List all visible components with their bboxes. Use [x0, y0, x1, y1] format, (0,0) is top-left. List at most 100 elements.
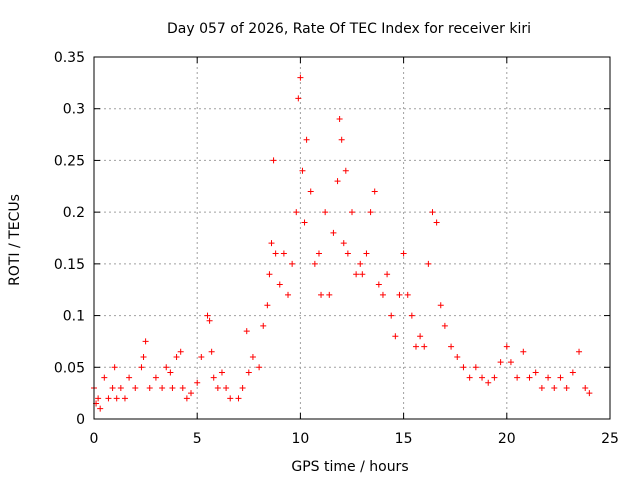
data-point — [441, 322, 448, 329]
data-point — [188, 390, 195, 397]
y-tick-label: 0.3 — [63, 102, 85, 118]
data-point — [266, 271, 273, 278]
y-tick-label: 0 — [76, 412, 85, 428]
data-points — [91, 74, 593, 412]
y-tick-label: 0.2 — [63, 205, 85, 221]
data-point — [330, 229, 337, 236]
data-point — [433, 219, 440, 226]
data-point — [198, 353, 205, 360]
data-point — [204, 312, 211, 319]
data-point — [245, 369, 252, 376]
data-point — [140, 353, 147, 360]
y-tick-label: 0.1 — [63, 309, 85, 325]
data-point — [179, 384, 186, 391]
x-tick-label: 0 — [90, 431, 99, 447]
data-point — [307, 188, 314, 195]
data-point — [412, 343, 419, 350]
y-tick-label: 0.15 — [54, 257, 85, 273]
data-point — [485, 379, 492, 386]
data-point — [142, 338, 149, 345]
data-point — [169, 384, 176, 391]
data-point — [507, 359, 514, 366]
data-point — [210, 374, 217, 381]
data-point — [285, 291, 292, 298]
data-point — [227, 395, 234, 402]
data-point — [297, 74, 304, 81]
data-point — [367, 209, 374, 216]
data-point — [408, 312, 415, 319]
data-point — [392, 333, 399, 340]
data-point — [163, 364, 170, 371]
data-point — [400, 250, 407, 257]
data-point — [260, 322, 267, 329]
data-point — [326, 291, 333, 298]
data-point — [371, 188, 378, 195]
data-point — [344, 250, 351, 257]
data-point — [243, 328, 250, 335]
x-tick-label: 25 — [601, 431, 619, 447]
data-point — [454, 353, 461, 360]
data-point — [421, 343, 428, 350]
data-point — [105, 395, 112, 402]
data-point — [491, 374, 498, 381]
data-point — [538, 384, 545, 391]
data-point — [466, 374, 473, 381]
data-point — [109, 384, 116, 391]
data-point — [379, 291, 386, 298]
data-point — [117, 384, 124, 391]
data-point — [357, 260, 364, 267]
data-point — [336, 116, 343, 123]
data-point — [218, 369, 225, 376]
data-point — [239, 384, 246, 391]
data-point — [311, 260, 318, 267]
data-point — [375, 281, 382, 288]
data-point — [437, 302, 444, 309]
data-point — [126, 374, 133, 381]
x-axis-label: GPS time / hours — [291, 459, 408, 475]
data-point — [429, 209, 436, 216]
data-point — [563, 384, 570, 391]
data-point — [342, 167, 349, 174]
data-point — [293, 209, 300, 216]
data-point — [359, 271, 366, 278]
data-point — [177, 348, 184, 355]
data-point — [448, 343, 455, 350]
data-point — [318, 291, 325, 298]
data-point — [479, 374, 486, 381]
data-point — [338, 136, 345, 143]
data-point — [557, 374, 564, 381]
data-point — [299, 167, 306, 174]
data-point — [95, 395, 102, 402]
axis-ticks: 0 5 10 15 20 25 0 0.05 0.1 0.15 0.2 0.25 0.3 0.35 — [54, 50, 619, 447]
data-point — [514, 374, 521, 381]
data-point — [256, 364, 263, 371]
data-point — [417, 333, 424, 340]
y-axis-label: ROTI / TECUs — [7, 194, 23, 286]
chart-title: Day 057 of 2026, Rate Of TEC Index for r… — [167, 21, 531, 37]
x-tick-label: 15 — [395, 431, 413, 447]
x-tick-label: 10 — [291, 431, 309, 447]
data-point — [270, 157, 277, 164]
data-point — [167, 369, 174, 376]
data-point — [113, 395, 120, 402]
data-point — [121, 395, 128, 402]
data-point — [460, 364, 467, 371]
data-point — [396, 291, 403, 298]
grid-lines — [94, 57, 610, 419]
data-point — [576, 348, 583, 355]
data-point — [582, 384, 589, 391]
data-point — [97, 405, 104, 412]
data-point — [503, 343, 510, 350]
x-tick-label: 5 — [193, 431, 202, 447]
data-point — [268, 240, 275, 247]
data-point — [208, 348, 215, 355]
data-point — [532, 369, 539, 376]
data-point — [340, 240, 347, 247]
data-point — [173, 353, 180, 360]
data-point — [280, 250, 287, 257]
data-point — [194, 379, 201, 386]
data-point — [349, 209, 355, 216]
data-point — [249, 353, 256, 360]
data-point — [235, 395, 242, 402]
